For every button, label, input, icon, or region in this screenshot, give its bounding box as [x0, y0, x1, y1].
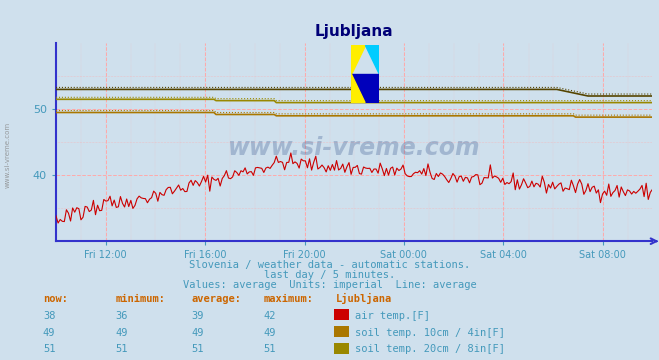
Text: 51: 51: [115, 345, 128, 355]
Text: 49: 49: [191, 328, 204, 338]
Text: 49: 49: [264, 328, 276, 338]
Text: soil temp. 20cm / 8in[F]: soil temp. 20cm / 8in[F]: [355, 345, 505, 355]
Text: 38: 38: [43, 311, 55, 321]
Text: maximum:: maximum:: [264, 294, 314, 304]
Polygon shape: [365, 45, 379, 74]
Polygon shape: [351, 74, 379, 103]
Text: air temp.[F]: air temp.[F]: [355, 311, 430, 321]
Text: www.si-vreme.com: www.si-vreme.com: [228, 136, 480, 160]
Polygon shape: [351, 45, 365, 74]
Text: 36: 36: [115, 311, 128, 321]
Text: 42: 42: [264, 311, 276, 321]
Text: Values: average  Units: imperial  Line: average: Values: average Units: imperial Line: av…: [183, 280, 476, 290]
Text: 51: 51: [43, 345, 55, 355]
Text: minimum:: minimum:: [115, 294, 165, 304]
Text: 39: 39: [191, 311, 204, 321]
Text: Slovenia / weather data - automatic stations.: Slovenia / weather data - automatic stat…: [189, 260, 470, 270]
Text: 49: 49: [43, 328, 55, 338]
Text: Ljubljana: Ljubljana: [336, 293, 392, 304]
Title: Ljubljana: Ljubljana: [315, 24, 393, 39]
Text: now:: now:: [43, 294, 68, 304]
Text: average:: average:: [191, 294, 241, 304]
Text: 51: 51: [191, 345, 204, 355]
Text: last day / 5 minutes.: last day / 5 minutes.: [264, 270, 395, 280]
Text: www.si-vreme.com: www.si-vreme.com: [5, 122, 11, 188]
Text: soil temp. 10cm / 4in[F]: soil temp. 10cm / 4in[F]: [355, 328, 505, 338]
Text: 51: 51: [264, 345, 276, 355]
Polygon shape: [351, 74, 365, 103]
Text: 49: 49: [115, 328, 128, 338]
